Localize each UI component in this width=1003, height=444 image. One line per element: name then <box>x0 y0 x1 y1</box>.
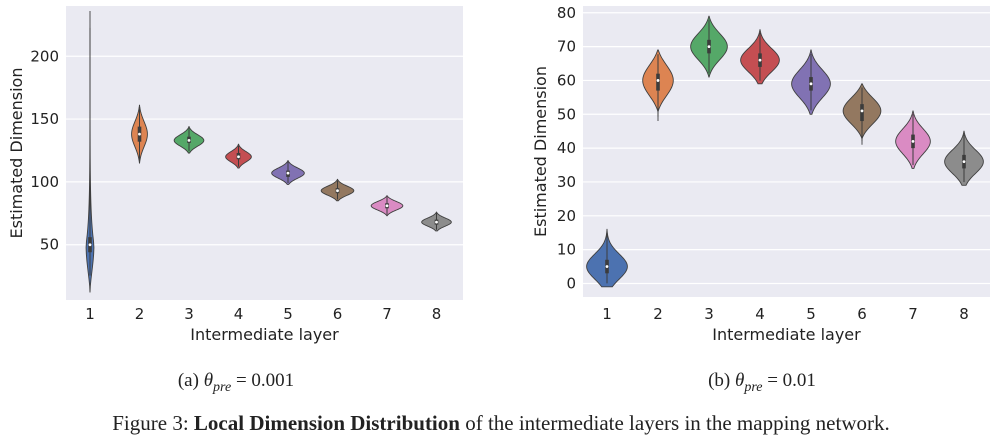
median-point <box>656 79 660 82</box>
x-tick-label: 8 <box>959 305 969 323</box>
plot-area <box>583 6 990 297</box>
median-point <box>962 160 966 164</box>
y-tick-label: 80 <box>557 4 576 22</box>
violin-plot-a: 50 100 150 200 1 2 3 4 5 6 7 8 Intermediate layer Est… <box>7 6 463 344</box>
x-tick-label: 3 <box>184 305 194 323</box>
median-point <box>435 220 438 224</box>
x-tick-label: 4 <box>234 305 244 323</box>
y-axis-label: Estimated Dimension <box>7 68 26 239</box>
x-tick-label: 6 <box>333 305 343 323</box>
median-point <box>605 265 609 268</box>
y-tick-label: 150 <box>30 110 59 128</box>
median-point <box>187 139 191 142</box>
x-tick-label: 5 <box>806 305 816 323</box>
median-point <box>707 45 711 49</box>
iqr-box <box>860 104 864 122</box>
x-tick-label: 2 <box>135 305 145 323</box>
y-axis-label: Estimated Dimension <box>531 66 550 237</box>
x-tick-label: 3 <box>704 305 714 323</box>
median-point <box>860 109 864 113</box>
y-tick-label: 60 <box>557 71 576 89</box>
median-point <box>286 171 290 175</box>
x-tick-label: 4 <box>755 305 765 323</box>
y-tick-label: 100 <box>30 173 59 191</box>
x-axis-label: Intermediate layer <box>190 325 339 344</box>
median-point <box>911 139 915 143</box>
x-tick-label: 2 <box>653 305 663 323</box>
y-tick-label: 30 <box>557 173 576 191</box>
x-tick-label: 5 <box>283 305 293 323</box>
median-point <box>336 189 339 193</box>
y-tick-label: 50 <box>40 236 59 254</box>
x-tick-label: 8 <box>432 305 442 323</box>
x-tick-label: 7 <box>908 305 918 323</box>
x-tick-label: 1 <box>602 305 612 323</box>
median-point <box>138 132 141 136</box>
y-tick-label: 70 <box>557 38 576 56</box>
y-tick-label: 200 <box>30 47 59 65</box>
median-point <box>88 243 92 247</box>
x-tick-label: 1 <box>85 305 95 323</box>
x-tick-label: 6 <box>857 305 867 323</box>
x-axis-label: Intermediate layer <box>712 325 861 344</box>
x-tick-label: 7 <box>382 305 392 323</box>
y-tick-label: 0 <box>566 274 576 292</box>
median-point <box>809 82 813 86</box>
subcaption-b: (b) θpre = 0.01 <box>708 370 816 395</box>
y-tick-label: 10 <box>557 241 576 259</box>
median-point <box>758 58 762 62</box>
median-point <box>237 155 240 159</box>
y-tick-label: 20 <box>557 207 576 225</box>
figure-caption: Figure 3: Local Dimension Distribution o… <box>112 411 890 435</box>
y-tick-label: 40 <box>557 139 576 157</box>
iqr-box <box>656 73 660 91</box>
y-tick-label: 50 <box>557 105 576 123</box>
subcaption-a: (a) θpre = 0.001 <box>178 370 294 395</box>
median-point <box>385 204 389 208</box>
plot-area <box>66 6 463 300</box>
violin-plot-b: 0 10 20 30 40 50 60 70 80 1 2 3 4 5 6 7 8 Intermediate la… <box>531 4 990 344</box>
